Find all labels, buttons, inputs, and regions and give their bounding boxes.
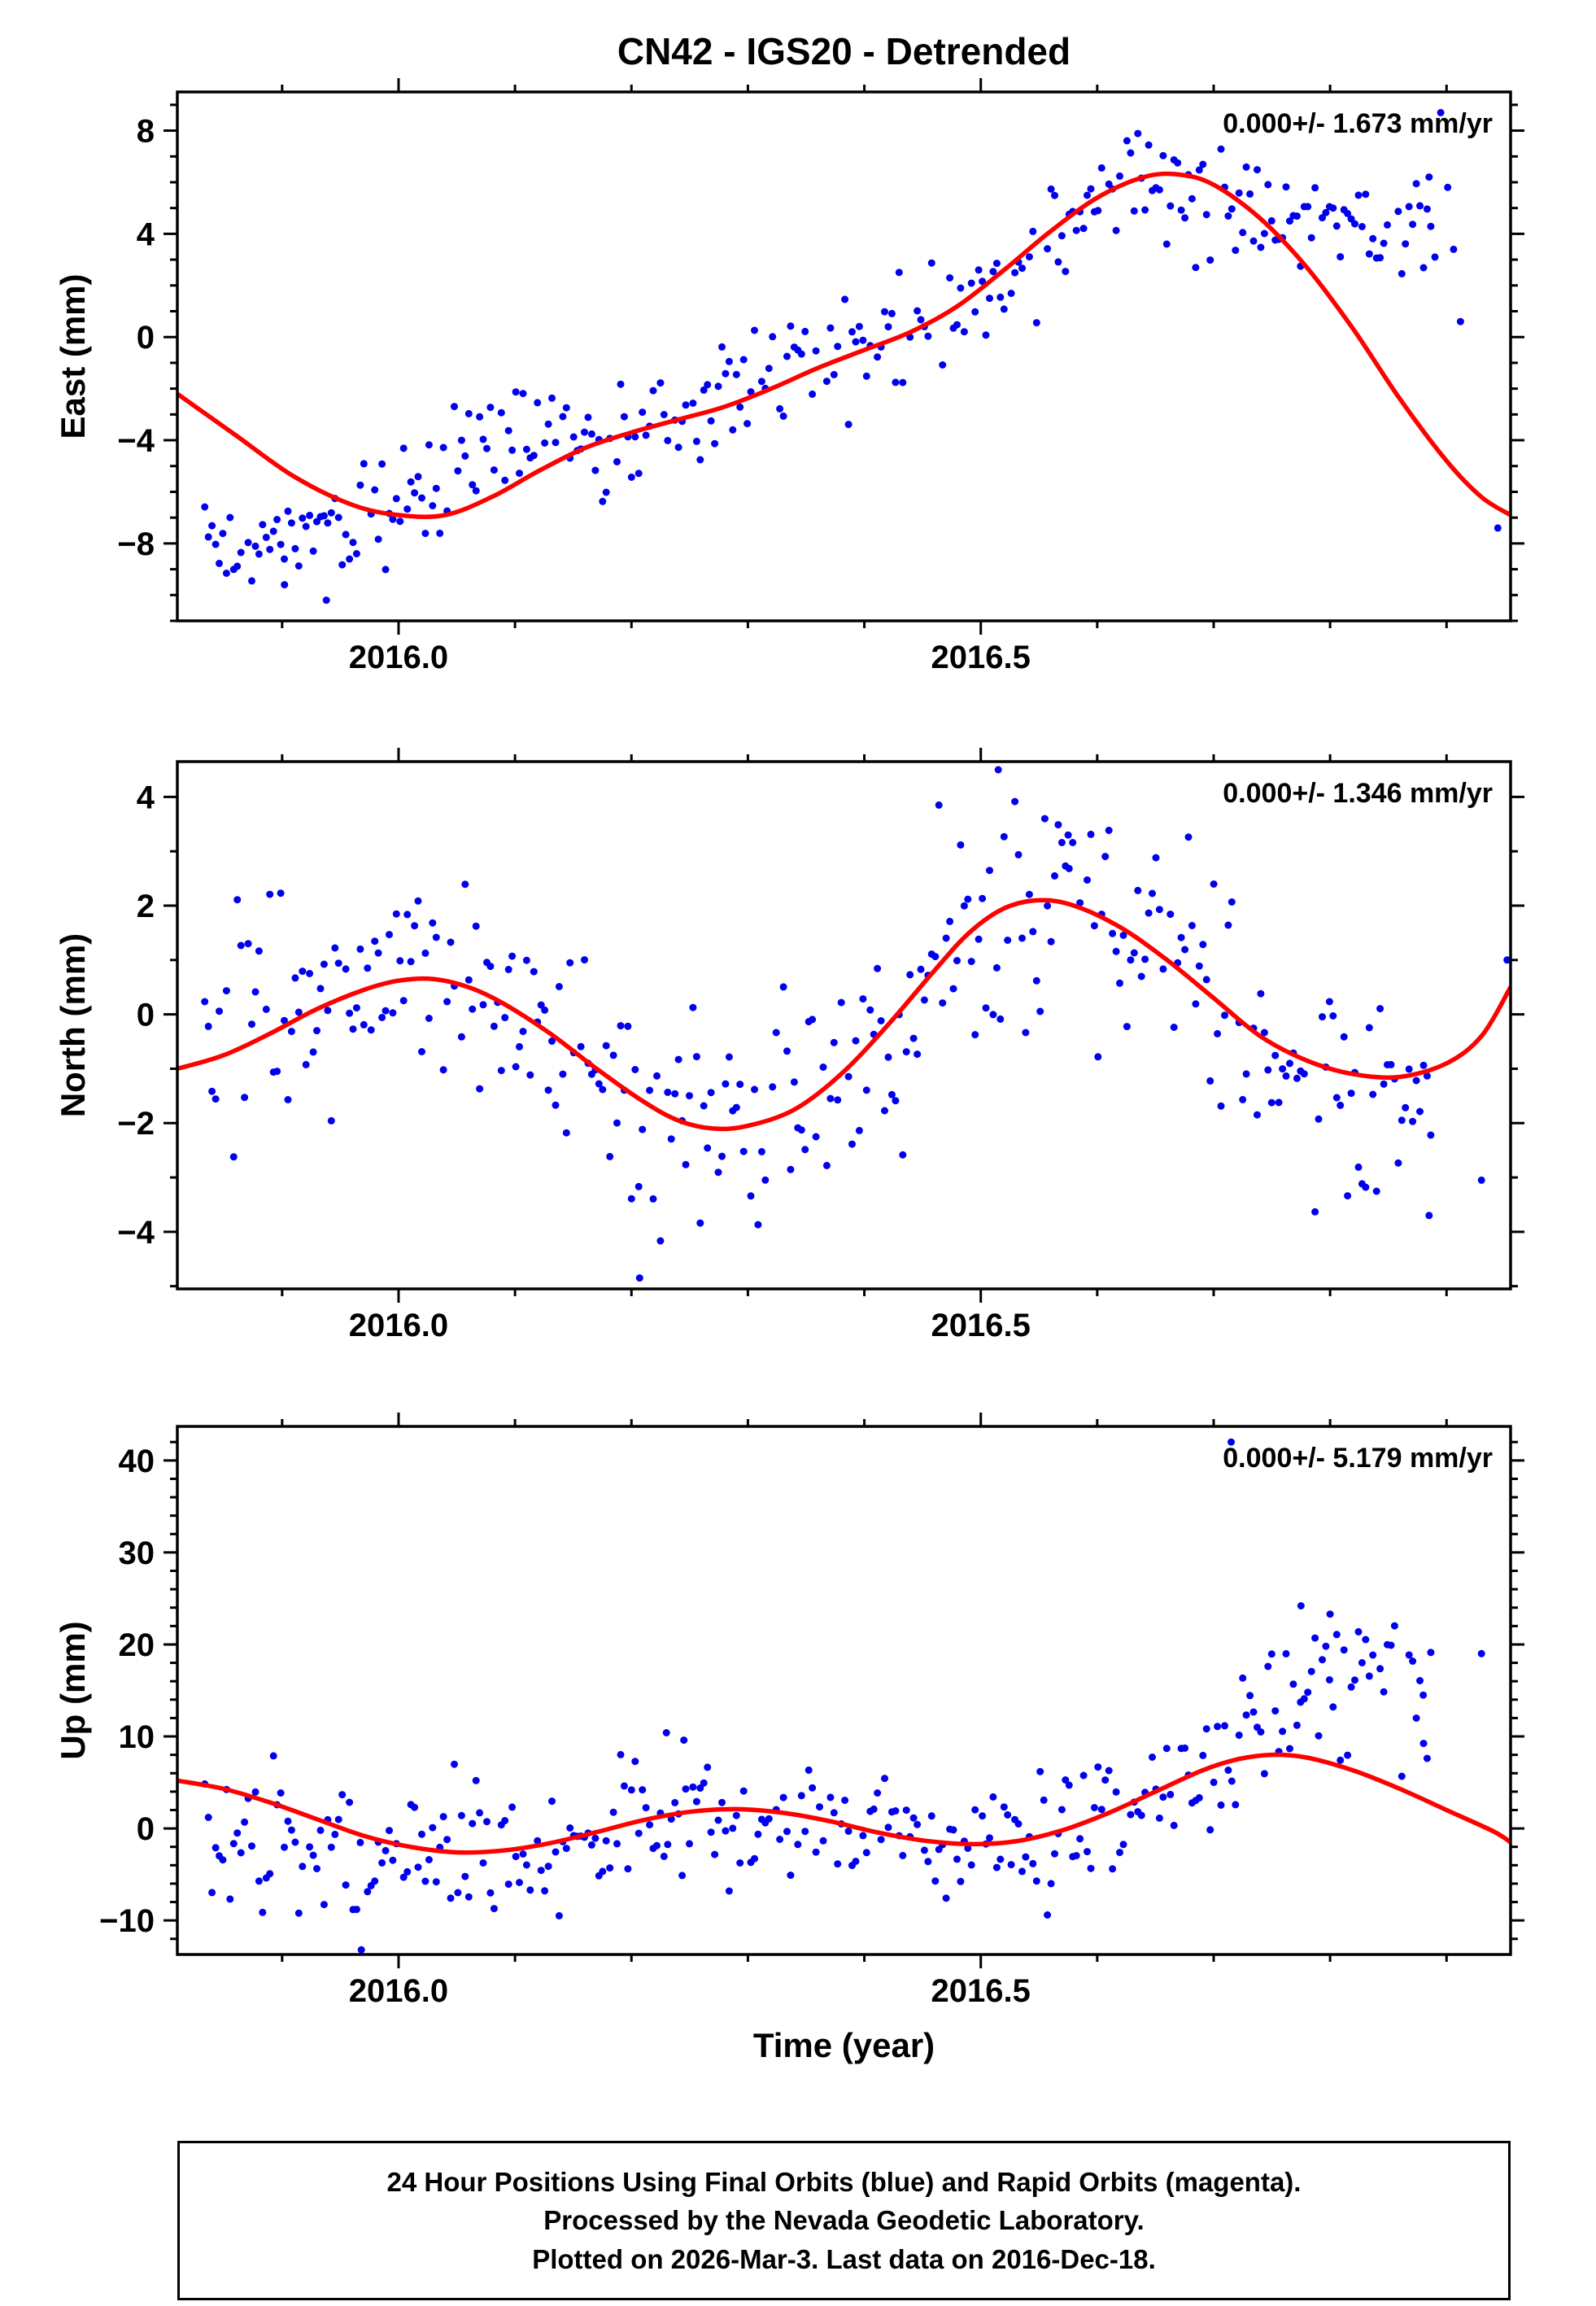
east-ytick-label: 8 [137,114,155,150]
north-ytick-label: 4 [137,780,155,815]
east-ytick-label: 0 [137,320,155,356]
east-rate-annotation: 0.000+/- 1.673 mm/yr [1223,108,1493,139]
north-frame [176,760,1512,1291]
north-ytick-label: −2 [117,1106,155,1142]
east-xtick-label: 2016.5 [931,640,1031,675]
north-rate-annotation: 0.000+/- 1.346 mm/yr [1223,778,1493,809]
north-ytick-label: 2 [137,889,155,924]
north-fit-line [177,898,1511,1132]
up-scatter-points [201,1438,1511,1954]
footer-box: 24 Hour Positions Using Final Orbits (bl… [177,2141,1511,2300]
north-y-axis-label: North (mm) [54,933,92,1117]
east-fit-line [177,171,1511,519]
up-ytick-label: 10 [119,1719,155,1755]
up-fit-line [177,1752,1511,1855]
up-xtick-label: 2016.5 [931,1973,1031,2009]
up-y-axis-label: Up (mm) [54,1621,92,1759]
panel-north: 2016.0 2016.5 4 2 0 −2 −4 0.000+/- 1.346 mm/yr N… [54,748,1524,1343]
up-ytick-label: 30 [119,1535,155,1571]
north-ytick-label: −4 [117,1215,155,1251]
up-frame [176,1425,1512,1956]
up-ytick-label: 20 [119,1627,155,1663]
footer-line-plotted: Plotted on 2026-Mar-3. Last data on 2016… [532,2243,1156,2274]
north-xtick-label: 2016.5 [931,1308,1031,1343]
east-y-axis-label: East (mm) [54,273,92,439]
x-axis-label: Time (year) [753,2026,935,2064]
north-ytick-label: 0 [137,998,155,1033]
up-ytick-label: −10 [99,1903,155,1939]
up-ytick-label: 0 [137,1811,155,1847]
north-ticks [164,748,1524,1303]
east-xtick-label: 2016.0 [349,640,448,675]
footer-line-orbits: 24 Hour Positions Using Final Orbits (bl… [386,2167,1302,2198]
up-ytick-label: 40 [119,1443,155,1479]
up-rate-annotation: 0.000+/- 5.179 mm/yr [1223,1443,1493,1474]
east-ytick-label: 4 [137,216,155,252]
figure-title: CN42 - IGS20 - Detrended [617,30,1071,72]
east-frame [176,90,1512,622]
east-ytick-label: −8 [117,526,155,562]
north-xtick-label: 2016.0 [349,1308,448,1343]
panel-east: 2016.0 2016.5 8 4 0 −4 −8 0.000+/- 1.673 mm/yr E… [54,78,1524,675]
footer-line-processed: Processed by the Nevada Geodetic Laborat… [543,2205,1145,2236]
north-scatter-points [201,766,1511,1282]
panel-up: 2016.0 2016.5 40 30 20 10 0 −10 0.000+/- 5.179 m… [54,1413,1524,2009]
up-xtick-label: 2016.0 [349,1973,448,2009]
east-scatter-points [201,108,1502,605]
east-ytick-label: −4 [117,423,155,459]
